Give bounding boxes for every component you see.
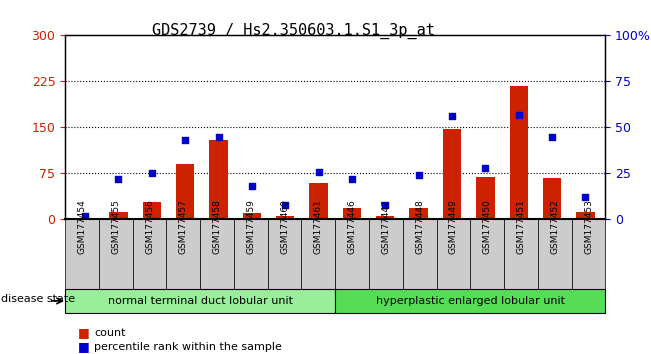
Text: GSM177456: GSM177456 [145,199,154,254]
Text: GSM177461: GSM177461 [314,199,323,254]
Text: normal terminal duct lobular unit: normal terminal duct lobular unit [107,296,293,306]
Text: hyperplastic enlarged lobular unit: hyperplastic enlarged lobular unit [376,296,565,306]
Bar [176,164,195,219]
Text: GSM177455: GSM177455 [111,199,120,254]
Bar [109,212,128,219]
Text: GSM177458: GSM177458 [213,199,221,254]
Point [514,112,524,118]
Point [80,213,90,219]
Point [580,195,590,200]
Text: GSM177449: GSM177449 [449,199,458,254]
Text: GSM177459: GSM177459 [246,199,255,254]
Text: GSM177460: GSM177460 [280,199,289,254]
Text: GSM177446: GSM177446 [348,199,357,254]
Text: GSM177454: GSM177454 [77,199,87,254]
Point [146,171,157,176]
Text: disease state: disease state [1,294,75,304]
Text: GSM177451: GSM177451 [516,199,525,254]
Point [480,165,491,171]
Point [380,202,391,207]
Bar [576,212,594,219]
Text: GSM177450: GSM177450 [483,199,492,254]
Point [280,202,290,207]
Bar [309,183,327,219]
Bar [443,129,461,219]
Bar [409,209,428,219]
Bar [476,177,495,219]
Text: ■: ■ [78,341,90,353]
Point [214,134,224,139]
Point [313,169,324,175]
Text: GSM177452: GSM177452 [550,199,559,254]
Text: GDS2739 / Hs2.350603.1.S1_3p_at: GDS2739 / Hs2.350603.1.S1_3p_at [152,23,434,39]
Bar [543,178,561,219]
Bar [510,86,528,219]
Bar [210,140,228,219]
Point [247,183,257,189]
Bar [376,216,395,219]
Bar [243,213,261,219]
Point [447,114,457,119]
Text: count: count [94,328,126,338]
Text: percentile rank within the sample: percentile rank within the sample [94,342,283,352]
Point [413,172,424,178]
Bar [143,202,161,219]
Text: GSM177457: GSM177457 [179,199,187,254]
Text: GSM177447: GSM177447 [381,199,391,254]
Bar [276,216,294,219]
Point [113,176,124,182]
Text: GSM177448: GSM177448 [415,199,424,254]
Bar [76,218,94,219]
Text: ■: ■ [78,326,90,339]
Point [347,176,357,182]
Point [547,134,557,139]
Text: GSM177453: GSM177453 [584,199,593,254]
Bar [343,209,361,219]
Point [180,137,190,143]
